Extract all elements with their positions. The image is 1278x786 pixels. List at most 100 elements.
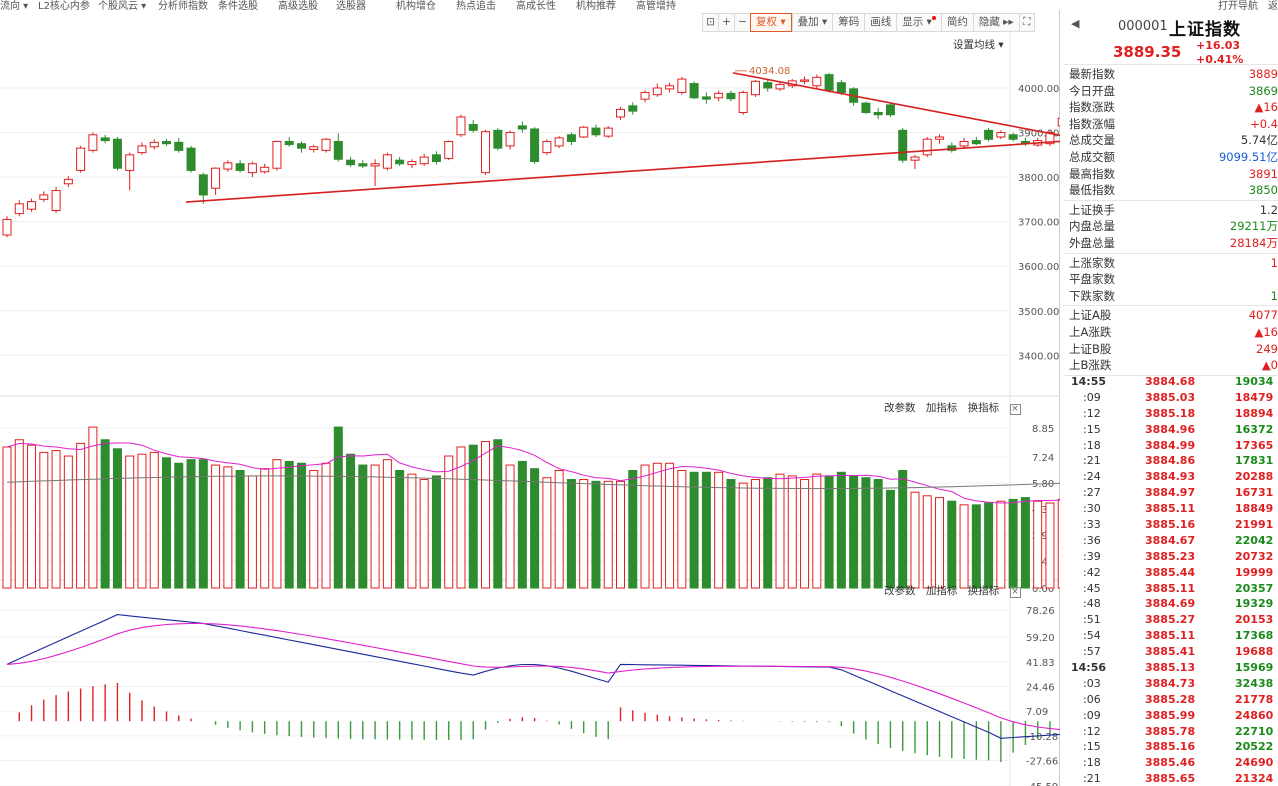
volume-bar (824, 475, 834, 589)
nav-right-item[interactable]: 返 (1268, 1, 1278, 10)
nav-item[interactable]: 流向 ▾ (0, 1, 29, 10)
candle-body (370, 163, 380, 167)
nav-item[interactable]: 高管增持 (636, 1, 676, 10)
trendline (185, 140, 1060, 203)
nav-item[interactable]: 个股风云 ▾ (98, 1, 147, 10)
macd-dea-line (6, 622, 1060, 731)
volume-ma5-line (6, 442, 1060, 504)
zoom-in-icon[interactable]: + (718, 13, 734, 32)
tick-price: 3884.73 (1145, 676, 1196, 690)
nav-right-item[interactable]: 打开导航 (1218, 1, 1258, 10)
nav-item[interactable]: 条件选股 (218, 1, 258, 10)
nav-item[interactable]: 机构增仓 (396, 1, 436, 10)
volume-bar (505, 464, 515, 589)
candle-body (2, 218, 12, 236)
macd-close-icon[interactable]: × (1009, 587, 1021, 598)
volume-bar (935, 497, 945, 589)
quote-value: 4077 (1248, 308, 1278, 323)
tick-volume: 20732 (1235, 549, 1274, 563)
nav-item[interactable]: 分析师指数 (158, 1, 208, 10)
candle-body (689, 83, 699, 99)
tick-row: :06 3885.28 21778 (1063, 692, 1278, 708)
y-tick-label: 7.09 (1026, 707, 1048, 718)
quote-value: 3850 (1248, 183, 1278, 198)
fullscreen-icon[interactable]: ⛶ (1018, 13, 1035, 32)
tick-row: :12 3885.18 18894 (1063, 406, 1278, 422)
nav-item[interactable]: 热点追击 (456, 1, 496, 10)
nav-item[interactable]: 机构推荐 (576, 1, 616, 10)
quote-row: 上涨家数 1 (1063, 255, 1278, 272)
candle-body (738, 91, 748, 114)
zoom-out-icon[interactable]: − (734, 13, 750, 32)
volume-add-indicator-button[interactable]: 加指标 (925, 402, 958, 414)
overlay-button[interactable]: 叠加 ▾ (791, 13, 833, 32)
nav-item[interactable]: 高成长性 (516, 1, 556, 10)
change-value: +16.03 (1196, 39, 1241, 52)
tick-volume: 16731 (1235, 486, 1274, 500)
fuquan-button[interactable]: 复权 ▾ (750, 13, 792, 32)
volume-edit-params-button[interactable]: 改参数 (884, 402, 916, 414)
left-arrow-icon[interactable]: ◀ (1071, 17, 1080, 30)
volume-bar (530, 468, 540, 589)
candle-body (1008, 134, 1018, 140)
quote-value: 28184万 (1229, 235, 1278, 250)
candle-body (456, 116, 466, 136)
tick-row: :30 3885.11 18849 (1063, 501, 1278, 517)
y-tick-label: 1.48 (1032, 557, 1054, 568)
tick-volume: 18479 (1235, 390, 1274, 404)
tick-time: :42 (1083, 565, 1101, 579)
macd-add-indicator-button[interactable]: 加指标 (925, 585, 958, 597)
tick-price: 3885.28 (1145, 692, 1196, 706)
tick-price: 3885.27 (1145, 613, 1196, 627)
volume-bar (296, 462, 306, 589)
volume-bar (247, 475, 257, 589)
volume-switch-indicator-button[interactable]: 换指标 (967, 402, 1000, 414)
candle-body (260, 166, 270, 173)
nav-item[interactable]: 选股器 (336, 1, 366, 10)
volume-bar (321, 462, 331, 589)
candle-body (836, 82, 846, 93)
macd-edit-params-button[interactable]: 改参数 (884, 585, 916, 597)
nav-item[interactable]: 高级选股 (278, 1, 318, 10)
candle-body (14, 203, 24, 215)
lock-icon[interactable]: ⊡ (702, 13, 718, 32)
candle-body (542, 140, 552, 154)
volume-bar (100, 439, 110, 589)
chart-canvas[interactable]: 4000.00 3900.00 3800.00 3700.00 3600.00 3500.… (0, 10, 1060, 786)
candle-body (677, 78, 687, 93)
candle-body (468, 124, 478, 131)
tick-price: 3885.03 (1145, 390, 1196, 404)
display-button[interactable]: 显示 ▾ (896, 13, 941, 32)
volume-panel-buttons: 改参数 加指标 换指标 × (884, 400, 1028, 415)
trendline (732, 72, 1060, 137)
ma-setting-dropdown[interactable]: 设置均线 ▾ (953, 39, 1004, 51)
candle-body (358, 163, 368, 167)
candle-body (591, 127, 601, 136)
quote-panel: ◀ 000001 上证指数 3889.35 +16.03 +0.41% 最新指数… (1063, 10, 1278, 786)
volume-bar (481, 441, 491, 589)
macd-switch-indicator-button[interactable]: 换指标 (967, 585, 1000, 597)
volume-bar (260, 468, 270, 589)
hide-button[interactable]: 隐藏 ▸▸ (972, 13, 1019, 32)
quote-row: 指数涨跌 ▲16 (1063, 99, 1278, 116)
tick-price: 3885.11 (1145, 581, 1196, 595)
volume-close-icon[interactable]: × (1009, 404, 1021, 415)
volume-bar (186, 459, 196, 589)
draw-line-button[interactable]: 画线 (864, 13, 897, 32)
top-navigation: 流向 ▾ L2核心内参 个股风云 ▾ 分析师指数 条件选股 高级选股 选股器 机构增仓 热点追击… (0, 0, 1278, 10)
macd-panel-buttons: 改参数 加指标 换指标 × (884, 583, 1028, 598)
candle-body (984, 129, 994, 140)
candle-body (149, 141, 159, 148)
tick-time: :12 (1083, 406, 1101, 420)
tick-time: 14:55 (1071, 375, 1107, 388)
chips-button[interactable]: 筹码 (832, 13, 865, 32)
nav-item[interactable]: L2核心内参 (38, 1, 90, 10)
tick-volume: 17368 (1235, 629, 1274, 643)
volume-bar (223, 466, 233, 589)
quote-value: 1 (1270, 288, 1278, 303)
tick-price: 3884.86 (1145, 454, 1196, 468)
quote-label: 总成交量 (1069, 133, 1115, 148)
volume-bar (444, 455, 454, 589)
candle-body (284, 140, 294, 146)
simple-button[interactable]: 简约 (940, 13, 973, 32)
